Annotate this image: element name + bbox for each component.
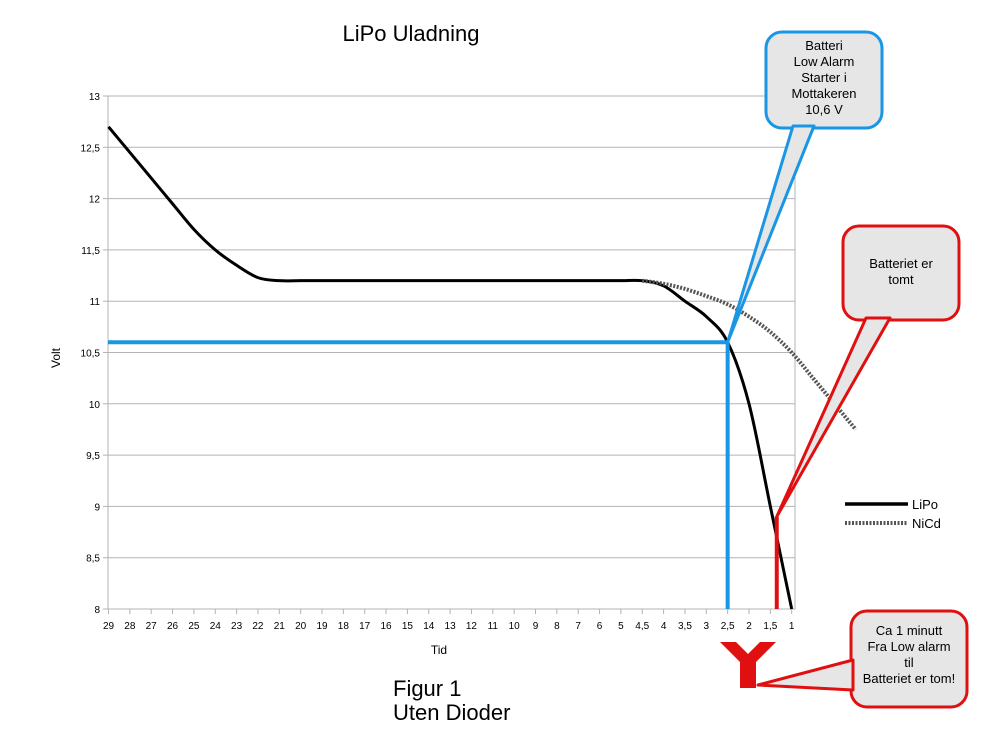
duration-callout-tail [756,658,855,692]
y-tick-label: 11,5 [81,246,100,257]
x-tick-label: 14 [423,621,435,632]
x-tick-label: 1,5 [763,621,777,632]
x-tick-label: 7 [575,621,581,632]
x-tick-label: 5 [618,621,624,632]
duration-callout-text-wrap: Ca 1 minutt Fra Low alarm til Batteriet … [862,623,956,686]
legend-label-nicd: NiCd [912,516,941,531]
y-tick-label: 10 [89,400,101,411]
low-alarm-callout-text-wrap: Batteri Low Alarm Starter i Mottakeren 1… [791,38,857,117]
x-tick-label: 4 [661,621,667,632]
y-tick-label: 9,5 [86,451,100,462]
x-tick-label: 26 [167,621,179,632]
x-tick-label: 25 [188,621,200,632]
y-tick-label: 12 [89,195,101,206]
legend-label-lipo: LiPo [912,497,938,512]
empty-callout-tail [775,316,892,519]
x-tick-label: 6 [597,621,603,632]
series-line-lipo [107,125,794,610]
x-axis-label: Tid [431,643,447,657]
y-tick-label: 8 [94,605,100,616]
empty-callout-text-wrap: Batteriet er tomt [869,256,933,287]
grid-lines [108,95,795,610]
y-tick-label: 12,5 [81,143,101,154]
series-layer [107,125,858,610]
x-tick-label: 18 [338,621,350,632]
x-tick-label: 19 [316,621,328,632]
y-axis-ticks: 8 8,5 9 9,5 10 10,5 11 11,5 12 12,5 13 [81,92,108,616]
x-tick-label: 4,5 [635,621,649,632]
x-tick-label: 17 [359,621,371,632]
x-tick-label: 9 [533,621,539,632]
x-axis-ticks: 29 28 27 26 25 24 23 22 21 20 19 18 17 16 15 14 13 12 11 10… [103,609,795,632]
legend: LiPo NiCd [845,497,941,531]
figure-caption: Figur 1 Uten Dioder [393,677,510,725]
x-tick-label: 8 [554,621,560,632]
low-alarm-callout-tail [726,124,816,344]
x-tick-label: 13 [445,621,457,632]
empty-callout-text: Batteriet er tomt [869,256,933,287]
low-alarm-callout-text: Batteri Low Alarm Starter i Mottakeren 1… [791,38,857,117]
series-line-nicd [641,278,858,431]
x-tick-label: 11 [488,621,499,632]
x-tick-label: 28 [124,621,136,632]
x-tick-label: 2,5 [721,621,735,632]
y-tick-label: 9 [94,502,100,513]
x-tick-label: 22 [252,621,264,632]
low-alarm-callout-box [764,30,884,130]
x-tick-label: 10 [509,621,521,632]
x-tick-label: 1 [789,621,795,632]
x-tick-label: 23 [231,621,243,632]
x-tick-label: 24 [210,621,222,632]
y-axis-label: Volt [49,347,63,368]
duration-arrow-icon [720,642,776,688]
x-tick-label: 3 [704,621,710,632]
caption-line-1: Figur 1 [393,676,462,701]
x-tick-label: 21 [274,621,286,632]
x-tick-label: 3,5 [678,621,692,632]
duration-callout-text: Ca 1 minutt Fra Low alarm til Batteriet … [862,623,956,686]
callouts: Batteri Low Alarm Starter i Mottakeren 1… [726,30,969,709]
x-tick-label: 27 [146,621,158,632]
y-tick-label: 8,5 [86,554,100,565]
marker-lines [108,340,779,688]
chart-title: LiPo Uladning [343,21,480,46]
y-tick-label: 11 [90,297,101,308]
x-tick-label: 29 [103,621,115,632]
caption-line-2: Uten Dioder [393,700,511,725]
x-tick-label: 2 [746,621,752,632]
y-tick-label: 13 [89,92,101,103]
empty-callout-box [841,224,961,322]
x-tick-label: 12 [466,621,478,632]
y-tick-label: 10,5 [81,349,101,360]
x-tick-label: 16 [380,621,392,632]
x-tick-label: 20 [295,621,307,632]
x-tick-label: 15 [402,621,414,632]
